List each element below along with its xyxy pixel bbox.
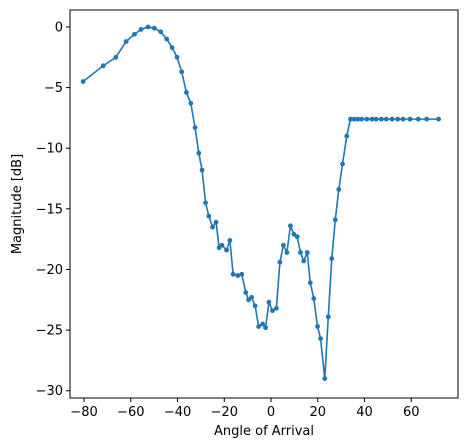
- data-point: [301, 258, 307, 264]
- data-point: [281, 242, 286, 248]
- data-point: [239, 271, 245, 277]
- data-point: [199, 167, 205, 173]
- data-point: [196, 150, 202, 156]
- data-point: [203, 200, 208, 206]
- data-point: [359, 116, 365, 122]
- x-tick-label: −40: [164, 405, 191, 420]
- data-point: [249, 294, 255, 300]
- data-point: [344, 133, 350, 139]
- y-tick-label: −10: [36, 142, 63, 157]
- data-point: [132, 31, 137, 37]
- x-axis: −80 −60 −40 −20 0 20 40 60: [70, 398, 420, 420]
- data-point: [230, 271, 236, 277]
- data-point: [179, 69, 185, 75]
- data-point: [260, 321, 265, 327]
- data-point: [235, 273, 241, 278]
- data-point: [224, 247, 230, 253]
- data-point: [169, 45, 175, 50]
- x-tick-label: 40: [356, 405, 373, 420]
- data-point: [395, 116, 401, 122]
- data-point: [291, 231, 297, 237]
- data-point: [284, 250, 290, 255]
- data-point: [369, 116, 375, 122]
- data-point: [213, 219, 219, 225]
- data-point: [329, 256, 335, 261]
- y-tick-label: −30: [36, 384, 63, 399]
- data-point: [123, 39, 129, 44]
- data-point: [277, 259, 283, 265]
- data-point: [294, 234, 300, 240]
- data-point: [307, 280, 313, 286]
- data-point: [158, 29, 164, 35]
- data-point: [174, 54, 180, 60]
- data-point: [351, 116, 357, 122]
- x-tick-label: 60: [403, 405, 420, 420]
- data-point: [322, 376, 328, 381]
- data-point: [227, 237, 233, 243]
- y-tick-label: 0: [55, 20, 63, 35]
- data-point: [184, 90, 189, 95]
- data-point: [348, 116, 353, 122]
- axes-frame: [69, 9, 459, 399]
- data-point: [415, 116, 421, 122]
- data-point: [266, 299, 272, 305]
- data-point: [332, 217, 338, 223]
- data-point: [400, 116, 406, 122]
- data-point: [270, 308, 275, 314]
- data-point: [318, 336, 323, 341]
- data-point: [145, 24, 151, 30]
- data-point: [304, 250, 310, 255]
- data-point: [192, 125, 198, 131]
- data-point: [389, 116, 395, 122]
- data-point: [256, 324, 262, 329]
- data-point: [113, 54, 119, 60]
- y-tick-label: −15: [36, 202, 63, 217]
- data-point: [138, 27, 144, 32]
- data-point: [383, 116, 389, 122]
- data-point: [378, 116, 384, 122]
- plot-area: [69, 9, 459, 399]
- data-point: [164, 36, 170, 42]
- data-point: [424, 116, 430, 122]
- data-point: [263, 325, 269, 331]
- data-point: [373, 116, 379, 122]
- data-series: [80, 24, 441, 381]
- data-point: [80, 79, 86, 84]
- data-point: [364, 116, 370, 122]
- y-axis-label: Magnitude [dB]: [10, 154, 25, 254]
- data-point: [188, 100, 194, 106]
- data-point: [210, 224, 215, 230]
- data-point: [206, 213, 212, 219]
- data-point: [252, 303, 258, 309]
- data-point: [219, 242, 225, 248]
- data-point: [436, 116, 441, 122]
- y-tick-label: −25: [36, 324, 63, 339]
- data-point: [100, 63, 106, 69]
- data-point: [355, 116, 361, 122]
- data-point: [407, 116, 413, 122]
- data-point: [288, 223, 293, 229]
- data-point: [315, 324, 320, 329]
- data-point: [340, 161, 345, 167]
- data-point: [298, 250, 303, 255]
- x-tick-label: 0: [267, 405, 275, 420]
- x-tick-label: 20: [309, 405, 326, 420]
- data-point: [273, 305, 279, 311]
- x-tick-label: −60: [117, 405, 144, 420]
- data-point: [336, 187, 342, 192]
- y-axis: 0 −5 −10 −15 −20 −25 −30: [36, 20, 70, 399]
- data-point: [325, 314, 331, 320]
- x-tick-label: −80: [70, 405, 97, 420]
- x-tick-label: −20: [211, 405, 238, 420]
- data-point: [151, 25, 157, 31]
- x-axis-label: Angle of Arrival: [214, 424, 314, 439]
- y-tick-label: −5: [44, 81, 63, 96]
- data-point: [311, 296, 317, 301]
- y-tick-label: −20: [36, 263, 63, 278]
- data-point: [243, 290, 249, 295]
